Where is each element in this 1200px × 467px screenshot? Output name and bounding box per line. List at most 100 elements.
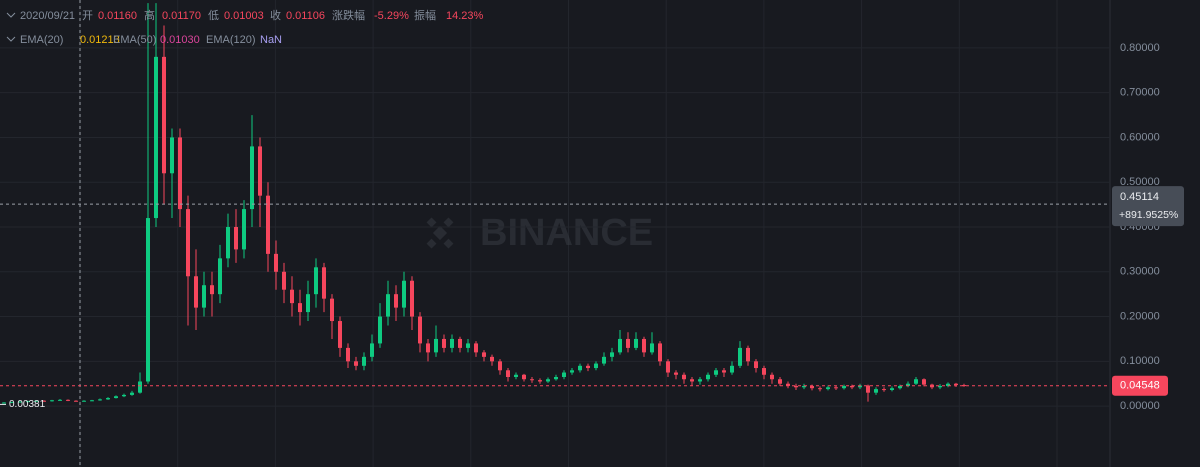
candle-body <box>82 400 86 402</box>
candle-body <box>50 400 54 402</box>
candle-body <box>610 352 614 357</box>
candle-body <box>530 379 534 381</box>
candle-body <box>658 343 662 362</box>
watermark: BINANCE <box>426 212 653 254</box>
candle-body <box>426 343 430 353</box>
candle-body <box>170 137 174 174</box>
y-tick-label: 0.50000 <box>1120 176 1160 188</box>
candle-body <box>434 338 438 353</box>
candle-body <box>842 385 846 389</box>
candle-body <box>450 338 454 348</box>
candle-body <box>642 338 646 353</box>
candle-body <box>362 356 366 366</box>
candle-body <box>298 303 302 313</box>
candle-body <box>826 387 830 390</box>
candle-body <box>650 343 654 353</box>
candle-body <box>626 338 630 348</box>
candle-body <box>18 401 22 403</box>
candle-body <box>818 388 822 390</box>
candle-body <box>898 385 902 389</box>
candle-body <box>946 383 950 386</box>
candle-body <box>378 316 382 344</box>
candle-body <box>562 372 566 378</box>
ema-value: 0.01213 <box>80 34 120 46</box>
candle-body <box>330 298 334 322</box>
candle-body <box>810 385 814 389</box>
candle-body <box>210 285 214 295</box>
candle-body <box>306 294 310 313</box>
field-value: 14.23% <box>446 10 484 22</box>
candle-body <box>178 137 182 210</box>
field-label: 高 <box>144 8 155 22</box>
field-label: 振幅 <box>414 8 436 22</box>
candle-body <box>234 227 238 250</box>
crosshair-box <box>1112 186 1184 227</box>
candle-body <box>482 352 486 357</box>
candle-body <box>394 294 398 308</box>
candle-body <box>194 276 198 308</box>
candle-body <box>66 399 70 401</box>
candle-body <box>754 361 758 369</box>
y-tick-label: 0.60000 <box>1120 131 1160 143</box>
field-label: 收 <box>270 8 281 22</box>
candle-body <box>922 379 926 385</box>
ema-label: EMA(120) <box>206 34 256 46</box>
candle-body <box>290 289 294 304</box>
candle-body <box>714 370 718 375</box>
candle-body <box>738 347 742 366</box>
candle-body <box>138 381 142 393</box>
candle-body <box>570 370 574 373</box>
candle-body <box>730 365 734 373</box>
candle-body <box>794 385 798 388</box>
candle-body <box>322 267 326 299</box>
candle-body <box>154 56 158 219</box>
header: 2020/09/21 开 0.01160 高 0.01170 低 0.01003 收 0.01… <box>6 8 484 46</box>
ema-value: 0.01030 <box>160 34 200 46</box>
candle-body <box>282 271 286 290</box>
candle-body <box>746 347 750 362</box>
candle-body <box>858 385 862 388</box>
y-tick-label: 0.70000 <box>1120 87 1160 99</box>
crosshair-change: +891.9525% <box>1119 209 1178 221</box>
candle-body <box>778 379 782 384</box>
candle-body <box>698 379 702 382</box>
candle-body <box>418 316 422 344</box>
candle-body <box>98 399 102 401</box>
candle-body <box>602 356 606 364</box>
candle-body <box>314 267 318 295</box>
last-price-label: 0.04548 <box>1120 380 1160 392</box>
min-label: 0.00381 <box>9 399 46 410</box>
field-label: 涨跌幅 <box>332 8 365 22</box>
y-tick-label: 0.30000 <box>1120 266 1160 278</box>
field-value: 0.01106 <box>286 10 325 22</box>
candle-body <box>90 400 94 402</box>
candle-body <box>458 338 462 348</box>
field-value: -5.29% <box>374 10 409 22</box>
field-label: 低 <box>208 9 219 22</box>
candle-body <box>634 338 638 348</box>
candle-body <box>162 56 166 174</box>
candle-body <box>674 372 678 375</box>
candle-body <box>466 343 470 348</box>
candle-body <box>106 398 110 400</box>
candle-body <box>402 280 406 308</box>
date: 2020/09/21 <box>20 10 75 22</box>
candle-body <box>202 285 206 308</box>
candle-body <box>706 374 710 380</box>
field-value: 0.01003 <box>224 10 264 22</box>
candle-body <box>242 209 246 250</box>
candle-body <box>938 385 942 388</box>
y-tick-label: 0.00000 <box>1120 400 1160 412</box>
candle-body <box>954 383 958 386</box>
candle-body <box>258 146 262 196</box>
y-tick-label: 0.20000 <box>1120 310 1160 322</box>
candle-body <box>890 388 894 390</box>
candle-body <box>546 379 550 382</box>
candle-body <box>962 385 966 387</box>
candle-body <box>346 347 350 362</box>
candle-body <box>122 394 126 397</box>
candle-body <box>186 209 190 277</box>
field-value: 0.01170 <box>162 10 201 22</box>
candle-body <box>666 361 670 373</box>
